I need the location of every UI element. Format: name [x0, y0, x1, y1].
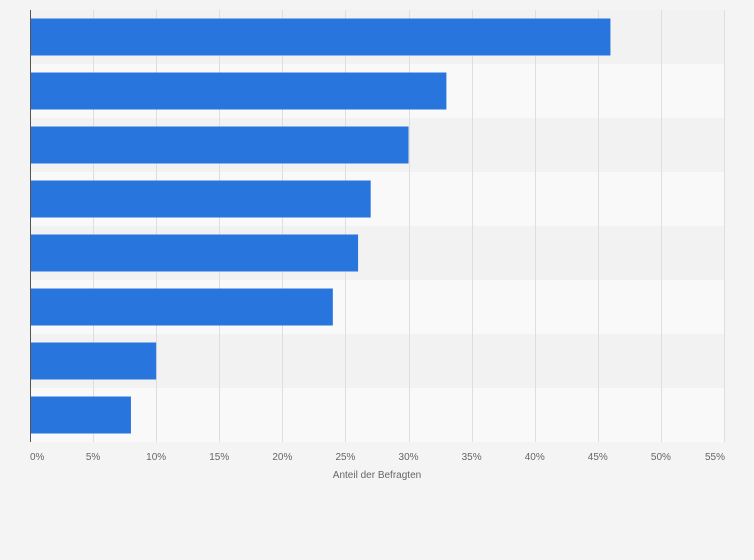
x-tick-label: 5%: [86, 452, 101, 463]
row-band: [30, 388, 724, 442]
bar[interactable]: [30, 126, 409, 164]
bar[interactable]: [30, 72, 447, 110]
x-tick-label: 20%: [272, 452, 292, 463]
bar[interactable]: [30, 342, 157, 380]
x-tick-label: 0%: [30, 452, 45, 463]
x-axis-tick-labels: 0% 5% 10% 15% 20% 25% 30% 35% 40% 45% 50% 55%: [30, 452, 725, 463]
bar[interactable]: [30, 180, 371, 218]
x-tick-label: 40%: [525, 452, 545, 463]
x-tick-label: 10%: [146, 452, 166, 463]
x-tick-label: 15%: [209, 452, 229, 463]
x-tick-label: 30%: [399, 452, 419, 463]
x-tick-label: 55%: [705, 452, 725, 463]
x-axis-title: Anteil der Befragten: [333, 470, 421, 481]
bar[interactable]: [30, 18, 611, 56]
x-tick-label: 35%: [462, 452, 482, 463]
x-tick-label: 45%: [588, 452, 608, 463]
bar[interactable]: [30, 288, 333, 326]
bar[interactable]: [30, 396, 131, 434]
x-tick-label: 50%: [651, 452, 671, 463]
bar-series: [30, 18, 611, 434]
bar[interactable]: [30, 234, 359, 272]
x-tick-label: 25%: [335, 452, 355, 463]
